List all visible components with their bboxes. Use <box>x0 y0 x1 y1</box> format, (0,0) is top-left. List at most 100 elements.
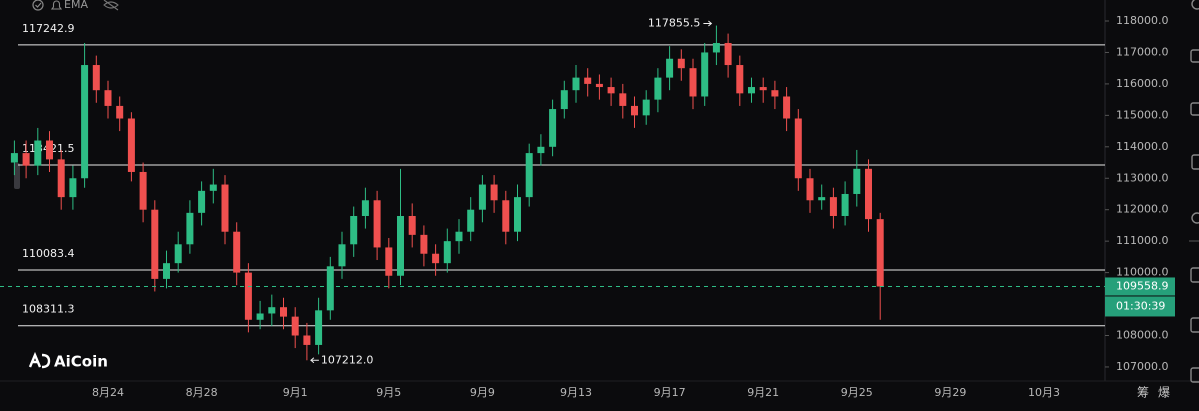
side-icon[interactable] <box>1190 102 1199 116</box>
side-icon[interactable] <box>1190 367 1199 383</box>
candle-body <box>186 212 194 245</box>
level-label: 110083.4 <box>22 247 75 260</box>
high-annotation: 117855.5 <box>648 17 701 30</box>
side-icon[interactable] <box>1191 0 1199 10</box>
candle-body <box>841 193 849 216</box>
indicator-name[interactable]: EMA <box>64 0 88 11</box>
candle-body <box>537 146 545 154</box>
side-icon[interactable] <box>1191 154 1199 170</box>
toolbar: EMA <box>32 0 119 11</box>
candle-body <box>806 178 814 201</box>
candle-body <box>92 65 100 91</box>
candle-body <box>338 244 346 267</box>
bell-icon[interactable] <box>50 0 63 10</box>
y-tick-label: 117000.0 <box>1116 45 1169 58</box>
candle-body <box>514 197 521 232</box>
candle-body <box>631 105 638 116</box>
candle-body <box>127 118 135 172</box>
candle-body <box>595 83 603 88</box>
side-icon[interactable] <box>1190 49 1199 63</box>
candle-body <box>818 197 826 201</box>
candle-body <box>233 231 241 273</box>
last-price-box <box>1105 277 1175 296</box>
candle-body <box>759 87 767 91</box>
y-tick-label: 111000.0 <box>1116 234 1169 247</box>
candle-body <box>22 153 30 166</box>
logo-mark <box>28 351 51 369</box>
candle-body <box>361 200 369 216</box>
x-tick-label: 9月9 <box>470 386 495 399</box>
candle-body <box>268 307 276 314</box>
candle-body <box>69 178 77 198</box>
side-icon[interactable] <box>1190 317 1199 333</box>
x-tick-label: 8月28 <box>186 386 218 399</box>
candle-body <box>701 52 709 97</box>
candle-body <box>712 43 720 53</box>
candle-body <box>221 184 229 232</box>
candle-body <box>432 253 440 264</box>
x-tick-label: 10月3 <box>1028 386 1060 399</box>
candle-body <box>373 200 381 248</box>
liquidation-button[interactable]: 爆 <box>1158 386 1170 400</box>
candle-body <box>490 184 498 201</box>
countdown-box <box>1105 296 1175 317</box>
candle-body <box>151 209 159 279</box>
countdown-label: 01:30:39 <box>1116 299 1165 312</box>
y-tick-label: 115000.0 <box>1116 108 1169 121</box>
side-icon[interactable] <box>1190 267 1199 283</box>
y-tick-label: 110000.0 <box>1116 266 1169 279</box>
candle-body <box>748 87 755 94</box>
candle-body <box>666 58 674 78</box>
candle-body <box>572 77 580 91</box>
candle-body <box>209 184 217 191</box>
candle-body <box>46 140 53 160</box>
candle-body <box>853 168 861 194</box>
candle-body <box>163 263 170 279</box>
candle-body <box>584 77 592 84</box>
x-tick-label: 9月5 <box>376 386 401 399</box>
toggle-icon[interactable] <box>32 0 44 11</box>
candle-body <box>876 219 884 287</box>
candle-body <box>467 209 475 232</box>
candle-body <box>677 58 685 69</box>
candle-body <box>350 215 358 245</box>
chip-button[interactable]: 筹 <box>1137 386 1149 400</box>
low-annotation: 107212.0 <box>321 353 374 366</box>
y-tick-label: 112000.0 <box>1116 203 1169 216</box>
candle-body <box>81 65 89 179</box>
candle-body <box>619 93 627 106</box>
candle-body <box>408 215 416 235</box>
candle-body <box>560 90 568 110</box>
candle-body <box>736 65 744 94</box>
candle-body <box>244 272 252 320</box>
hide-icon[interactable] <box>103 0 119 11</box>
candle-body <box>443 241 451 264</box>
candle-body <box>549 109 557 147</box>
scroll-handle[interactable] <box>14 163 20 189</box>
x-tick-label: 9月25 <box>841 386 873 399</box>
y-tick-label: 114000.0 <box>1116 140 1169 153</box>
candle-body <box>57 159 65 198</box>
candle-body <box>783 96 791 119</box>
y-tick-label: 118000.0 <box>1116 14 1169 27</box>
side-icon[interactable] <box>1191 212 1199 224</box>
candle-body <box>34 140 42 166</box>
candle-body <box>455 231 463 242</box>
annotation-arrow <box>310 357 319 364</box>
candle-body <box>397 215 404 276</box>
y-tick-label: 113000.0 <box>1116 171 1169 184</box>
level-label: 117242.9 <box>22 22 75 35</box>
candle-body <box>326 266 334 311</box>
candle-body <box>642 99 650 116</box>
candle-body <box>794 118 802 179</box>
check-icon <box>35 2 42 8</box>
candle-body <box>174 244 182 264</box>
candle-body <box>607 87 615 94</box>
candle-body <box>139 171 147 210</box>
x-tick-label: 9月17 <box>654 386 686 399</box>
annotation-arrow <box>703 20 713 27</box>
candle-body <box>865 168 872 220</box>
candle-body <box>525 153 533 198</box>
